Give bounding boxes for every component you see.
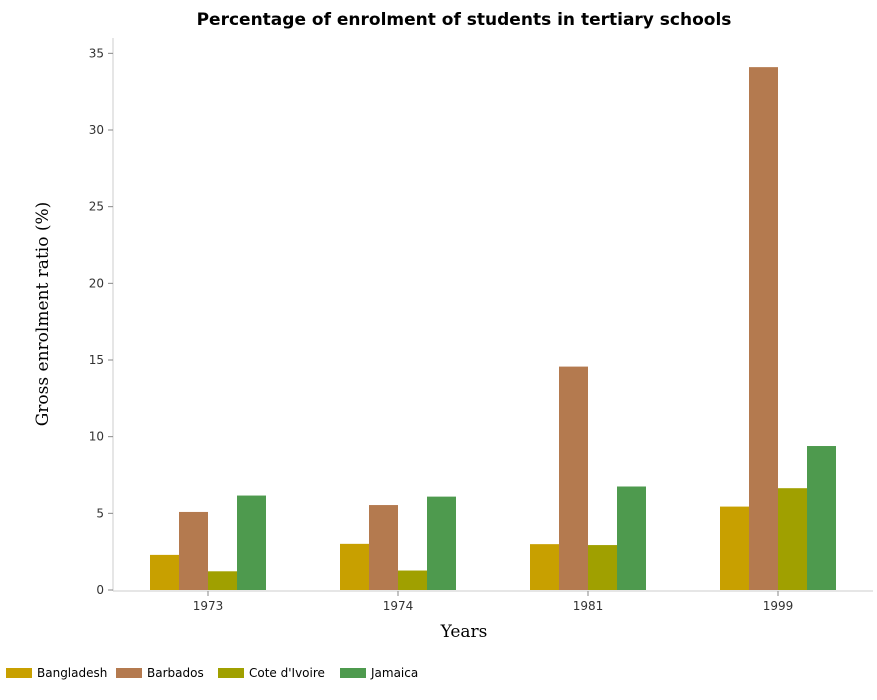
bar — [530, 544, 559, 590]
legend-label: Bangladesh — [37, 666, 107, 680]
y-tick-label: 5 — [96, 506, 104, 520]
legend-swatch — [116, 668, 142, 678]
legend-swatch — [6, 668, 32, 678]
legend-label: Barbados — [147, 666, 204, 680]
x-tick-label: 1973 — [193, 599, 224, 613]
y-tick-label: 15 — [89, 353, 104, 367]
legend: Bangladesh Barbados Cote d'Ivoire Jamaica — [6, 666, 418, 680]
legend-swatch — [340, 668, 366, 678]
bar — [427, 496, 456, 590]
x-axis-label: Years — [440, 622, 488, 642]
chart-title: Percentage of enrolment of students in t… — [197, 10, 732, 30]
y-tick-label: 25 — [89, 200, 104, 214]
y-tick-label: 10 — [89, 430, 104, 444]
bar — [150, 554, 179, 590]
bar — [749, 67, 778, 591]
y-axis-label: Gross enrolment ratio (%) — [33, 202, 53, 427]
bar — [179, 511, 208, 590]
legend-label: Cote d'Ivoire — [249, 666, 325, 680]
bar — [720, 506, 749, 590]
x-ticks: 1973 1974 1981 1999 — [193, 591, 794, 613]
bar — [559, 366, 588, 590]
bar — [369, 505, 398, 590]
bar — [807, 446, 836, 590]
y-tick-label: 20 — [89, 276, 104, 290]
bar — [778, 488, 807, 590]
y-tick-label: 0 — [96, 583, 104, 597]
x-tick-label: 1981 — [573, 599, 604, 613]
bar — [237, 495, 266, 590]
plot-area: 0 5 10 15 20 25 30 35 1973 1974 1981 1999 — [89, 38, 873, 613]
bar — [398, 570, 427, 590]
x-tick-label: 1999 — [763, 599, 794, 613]
bar — [588, 545, 617, 590]
bar — [617, 486, 646, 590]
x-tick-label: 1974 — [383, 599, 414, 613]
legend-swatch — [218, 668, 244, 678]
legend-label: Jamaica — [370, 666, 418, 680]
bars-group — [150, 67, 836, 591]
y-tick-label: 35 — [89, 46, 104, 60]
y-ticks: 0 5 10 15 20 25 30 35 — [89, 46, 113, 597]
bar — [340, 543, 369, 590]
bar — [208, 571, 237, 590]
y-tick-label: 30 — [89, 123, 104, 137]
